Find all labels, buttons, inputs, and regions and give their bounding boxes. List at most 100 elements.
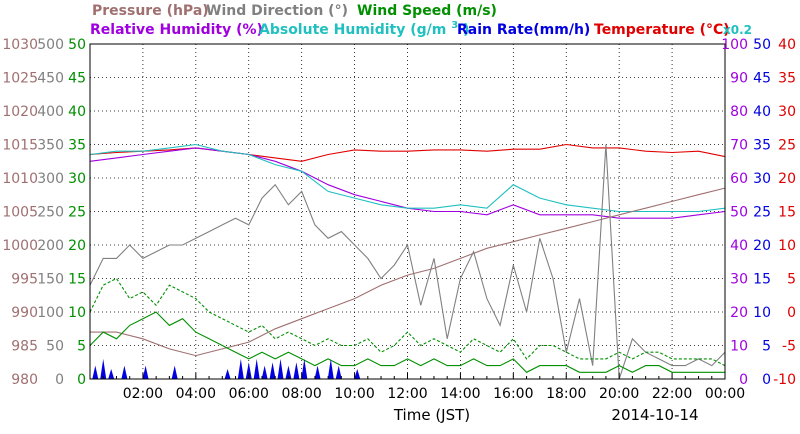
y-tick-label-rain-rate: 15 xyxy=(753,272,771,288)
y-tick-label-wind-speed: 10 xyxy=(68,305,86,321)
y-tick-label-pressure: 1025 xyxy=(2,71,38,87)
y-tick-label-temperature: -10 xyxy=(773,372,796,388)
y-tick-label-wind-direction: 250 xyxy=(37,205,64,221)
wind-direction-line xyxy=(89,144,726,380)
legend-relative-humidity: Relative Humidity (%) xyxy=(90,22,263,38)
legend-temperature: Temperature (°C) xyxy=(594,22,730,38)
y-tick-label-wind-direction: 450 xyxy=(37,71,64,87)
wind-gust-line xyxy=(89,277,726,367)
y-tick-label-wind-direction: 400 xyxy=(37,104,64,120)
rain-rate-spike xyxy=(142,365,149,379)
x-tick-label: 20:00 xyxy=(599,386,639,402)
legend-absolute-humidity-suffix: ) xyxy=(463,22,469,38)
rain-rate-spike xyxy=(224,368,231,379)
y-tick-label-pressure: 1030 xyxy=(2,37,38,53)
rain-rate-spike xyxy=(277,358,284,379)
y-tick-label-pressure: 990 xyxy=(11,305,38,321)
y-tick-label-wind-direction: 500 xyxy=(37,37,64,53)
y-tick-label-rain-rate: 5 xyxy=(762,339,771,355)
y-tick-label-wind-speed: 35 xyxy=(68,138,86,154)
y-tick-label-rain-rate: 0 xyxy=(762,372,771,388)
rain-rate-spike xyxy=(301,358,308,379)
y-tick-label-temperature: 20 xyxy=(778,171,796,187)
y-tick-label-humidity: 100 xyxy=(721,37,748,53)
x-tick-label: 16:00 xyxy=(493,386,533,402)
y-tick-label-temperature: 10 xyxy=(778,238,796,254)
y-tick-label-humidity: 10 xyxy=(730,339,748,355)
y-tick-label-pressure: 1005 xyxy=(2,205,38,221)
legend-row2: Relative Humidity (%) Absolute Humidity … xyxy=(90,16,752,38)
legend-scale-note: x0.2 xyxy=(723,23,752,37)
rain-rate-spike xyxy=(253,358,260,379)
rain-rate-spike xyxy=(108,368,115,379)
rain-rate-spike xyxy=(100,358,107,379)
y-tick-label-rain-rate: 50 xyxy=(753,37,771,53)
y-tick-label-wind-speed: 25 xyxy=(68,205,86,221)
y-tick-label-humidity: 80 xyxy=(730,104,748,120)
x-tick-label: 06:00 xyxy=(229,386,269,402)
rain-rate-spike xyxy=(335,365,342,379)
y-tick-label-wind-direction: 50 xyxy=(46,339,64,355)
x-tick-label: 14:00 xyxy=(440,386,480,402)
legend-wind-speed: Wind Speed (m/s) xyxy=(357,3,497,19)
y-tick-label-wind-speed: 20 xyxy=(68,238,86,254)
y-tick-label-rain-rate: 35 xyxy=(753,138,771,154)
wind-speed-line xyxy=(89,311,725,373)
y-tick-label-pressure: 1020 xyxy=(2,104,38,120)
rain-rate-spike xyxy=(92,365,99,379)
date-label: 2014-10-14 xyxy=(611,406,698,424)
rain-rate-spike xyxy=(293,362,300,379)
y-tick-label-wind-direction: 300 xyxy=(37,171,64,187)
y-tick-label-humidity: 40 xyxy=(730,238,748,254)
x-tick-label: 10:00 xyxy=(334,386,374,402)
y-tick-label-humidity: 90 xyxy=(730,71,748,87)
y-tick-label-wind-speed: 5 xyxy=(77,339,86,355)
legend: Pressure (hPa) Wind Direction (°) Wind S… xyxy=(90,3,752,38)
y-tick-label-wind-speed: 40 xyxy=(68,104,86,120)
x-axis-label: Time (JST) xyxy=(393,406,470,424)
x-tick-label: 00:00 xyxy=(705,386,745,402)
x-tick-label: 22:00 xyxy=(652,386,692,402)
y-tick-label-rain-rate: 30 xyxy=(753,171,771,187)
rain-rate-spike xyxy=(171,365,178,379)
rain-rate-spike xyxy=(261,365,268,379)
y-tick-label-wind-speed: 30 xyxy=(68,171,86,187)
rain-rate-spike xyxy=(245,362,252,379)
y-tick-label-rain-rate: 10 xyxy=(753,305,771,321)
y-tick-label-wind-direction: 0 xyxy=(55,372,64,388)
y-tick-label-temperature: 0 xyxy=(787,305,796,321)
y-tick-label-humidity: 0 xyxy=(739,372,748,388)
legend-row1: Pressure (hPa) Wind Direction (°) Wind S… xyxy=(92,3,497,19)
x-tick-label: 18:00 xyxy=(546,386,586,402)
y-tick-label-temperature: 25 xyxy=(778,138,796,154)
y-tick-label-wind-direction: 200 xyxy=(37,238,64,254)
legend-absolute-humidity: Absolute Humidity (g/m xyxy=(259,22,446,38)
y-tick-label-humidity: 60 xyxy=(730,171,748,187)
y-tick-label-temperature: 15 xyxy=(778,205,796,221)
y-tick-label-rain-rate: 25 xyxy=(753,205,771,221)
y-tick-label-rain-rate: 20 xyxy=(753,238,771,254)
pressure-line xyxy=(90,187,726,357)
x-tick-label: 02:00 xyxy=(123,386,163,402)
rain-rate-spike xyxy=(237,358,244,379)
y-tick-label-temperature: 40 xyxy=(778,37,796,53)
y-tick-label-pressure: 1000 xyxy=(2,238,38,254)
legend-pressure: Pressure (hPa) xyxy=(92,3,209,19)
y-tick-label-humidity: 20 xyxy=(730,305,748,321)
rain-rate-spike xyxy=(285,365,292,379)
series-group xyxy=(89,143,726,380)
rain-rate-spike xyxy=(269,362,276,379)
legend-rain-rate: Rain Rate(mm/h) xyxy=(457,22,590,38)
y-tick-label-wind-direction: 350 xyxy=(37,138,64,154)
y-tick-label-humidity: 50 xyxy=(730,205,748,221)
y-tick-label-wind-direction: 150 xyxy=(37,272,64,288)
y-tick-label-temperature: 30 xyxy=(778,104,796,120)
y-tick-label-pressure: 980 xyxy=(11,372,38,388)
x-tick-label: 08:00 xyxy=(281,386,321,402)
y-tick-label-humidity: 70 xyxy=(730,138,748,154)
y-tick-label-rain-rate: 40 xyxy=(753,104,771,120)
rain-rate-spike xyxy=(354,368,361,379)
y-tick-label-pressure: 995 xyxy=(11,272,38,288)
y-tick-label-wind-speed: 0 xyxy=(77,372,86,388)
y-tick-label-temperature: 35 xyxy=(778,71,796,87)
